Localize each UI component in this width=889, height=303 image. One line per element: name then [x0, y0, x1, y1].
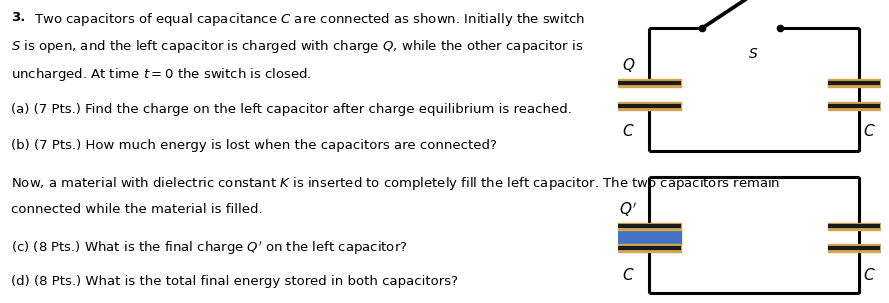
Text: uncharged. At time $t = 0$ the switch is closed.: uncharged. At time $t = 0$ the switch is…: [11, 66, 311, 83]
Text: (c) (8 Pts.) What is the final charge $Q'$ on the left capacitor?: (c) (8 Pts.) What is the final charge $Q…: [11, 239, 407, 257]
Text: $Q$: $Q$: [621, 55, 635, 74]
Text: $C$: $C$: [863, 123, 876, 139]
Text: $S$: $S$: [748, 47, 758, 61]
Text: $Q'$: $Q'$: [620, 200, 637, 219]
Text: (a) (7 Pts.) Find the charge on the left capacitor after charge equilibrium is r: (a) (7 Pts.) Find the charge on the left…: [11, 103, 572, 116]
Text: $S$ is open, and the left capacitor is charged with charge $Q$, while the other : $S$ is open, and the left capacitor is c…: [11, 38, 583, 55]
Text: 3.: 3.: [11, 11, 25, 24]
Text: $C$: $C$: [622, 267, 635, 283]
Text: connected while the material is filled.: connected while the material is filled.: [11, 203, 262, 216]
Text: $C$: $C$: [863, 267, 876, 283]
Text: (d) (8 Pts.) What is the total final energy stored in both capacitors?: (d) (8 Pts.) What is the total final ene…: [11, 275, 458, 288]
Text: (b) (7 Pts.) How much energy is lost when the capacitors are connected?: (b) (7 Pts.) How much energy is lost whe…: [11, 139, 497, 152]
Text: Two capacitors of equal capacitance $C$ are connected as shown. Initially the sw: Two capacitors of equal capacitance $C$ …: [30, 11, 586, 28]
Text: $C$: $C$: [622, 123, 635, 139]
Text: Now, a material with dielectric constant $K$ is inserted to completely fill the : Now, a material with dielectric constant…: [11, 175, 780, 192]
